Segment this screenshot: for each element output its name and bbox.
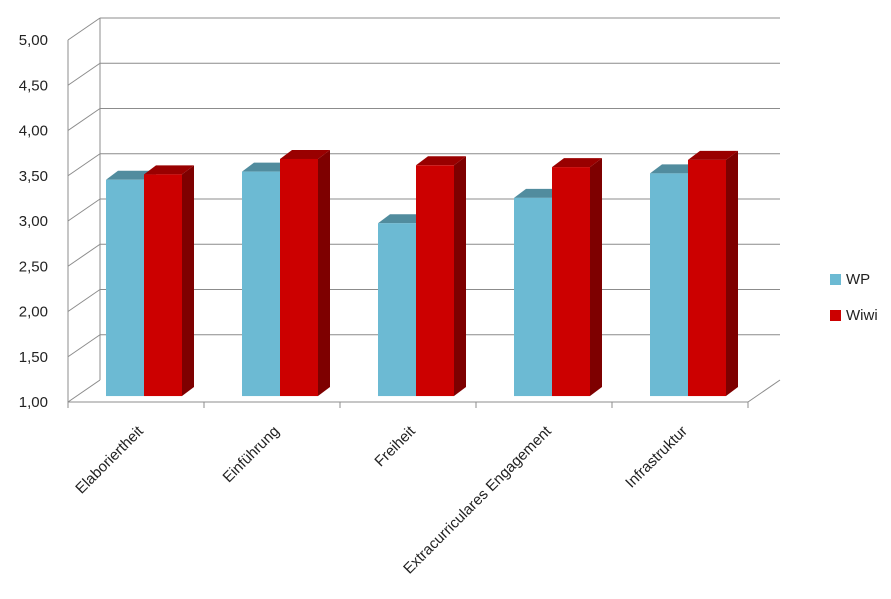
floor-edge: [747, 379, 781, 403]
bar-front: [552, 167, 590, 397]
gridline-side: [67, 379, 101, 403]
y-tick-label: 3,00: [19, 213, 48, 230]
gridline-side: [67, 243, 101, 267]
bar-wiwi-4: [688, 150, 738, 397]
legend-label-wp: WP: [846, 271, 870, 288]
legend-swatch-wp: [830, 274, 841, 285]
x-category-label: Infrastruktur: [622, 423, 691, 492]
y-tick-label: 4,50: [19, 77, 48, 94]
bar-front: [106, 179, 144, 397]
bar-side: [318, 149, 330, 397]
bar-side: [182, 165, 194, 397]
bar-side: [726, 150, 738, 397]
bar-top: [650, 164, 700, 174]
bar-top: [378, 214, 428, 224]
x-category-label: Einführung: [219, 423, 282, 486]
bar-top: [688, 150, 738, 160]
bar-top: [242, 162, 292, 172]
bar-front: [242, 171, 280, 397]
y-tick-label: 2,00: [19, 304, 48, 321]
bar-side: [590, 158, 602, 397]
legend: WP Wiwi: [830, 271, 878, 324]
y-tick-label: 1,00: [19, 394, 48, 411]
x-category-label: Extracurriculares Engagement: [400, 422, 555, 577]
x-axis-category-labels: Elaboriertheit Einführung FreiheitExtracur…: [72, 422, 691, 577]
y-tick-label: 5,00: [19, 32, 48, 49]
gridline-side: [67, 289, 101, 312]
bar-top: [514, 188, 564, 198]
bar-front: [688, 159, 726, 397]
bar-front: [514, 197, 552, 397]
bar-front: [280, 158, 318, 397]
y-tick-label: 1,50: [19, 349, 48, 366]
bar-front: [144, 174, 182, 397]
bar-top: [280, 149, 330, 159]
bar-wiwi-0: [144, 165, 194, 397]
bar-top: [106, 170, 156, 180]
bar-wiwi-1: [280, 149, 330, 397]
legend-swatch-wiwi: [830, 310, 841, 321]
bar-top: [144, 165, 194, 175]
gridline-side: [67, 108, 101, 131]
bar-side: [454, 156, 466, 397]
bars: [106, 149, 738, 397]
y-tick-label: 2,50: [19, 258, 48, 275]
y-axis-tick-labels: 1,00 1,50 2,00 2,50 3,00 3,50 4,00 4,50 5,00: [19, 32, 48, 411]
bar-top: [416, 156, 466, 166]
x-category-label: Freiheit: [371, 422, 419, 470]
gridline-side: [67, 198, 101, 222]
bar-front: [650, 173, 688, 397]
bar-wiwi-2: [416, 156, 466, 397]
bar-front: [416, 165, 454, 397]
bar-top: [552, 158, 602, 168]
gridline-side: [67, 62, 101, 86]
y-tick-label: 4,00: [19, 123, 48, 140]
gridline-side: [67, 334, 101, 358]
gridline-side: [67, 153, 101, 177]
legend-label-wiwi: Wiwi: [846, 307, 878, 324]
bar-front: [378, 223, 416, 397]
gridline-side: [67, 17, 101, 41]
x-category-label: Elaboriertheit: [72, 422, 147, 497]
bar-wiwi-3: [552, 158, 602, 397]
y-tick-label: 3,50: [19, 168, 48, 185]
